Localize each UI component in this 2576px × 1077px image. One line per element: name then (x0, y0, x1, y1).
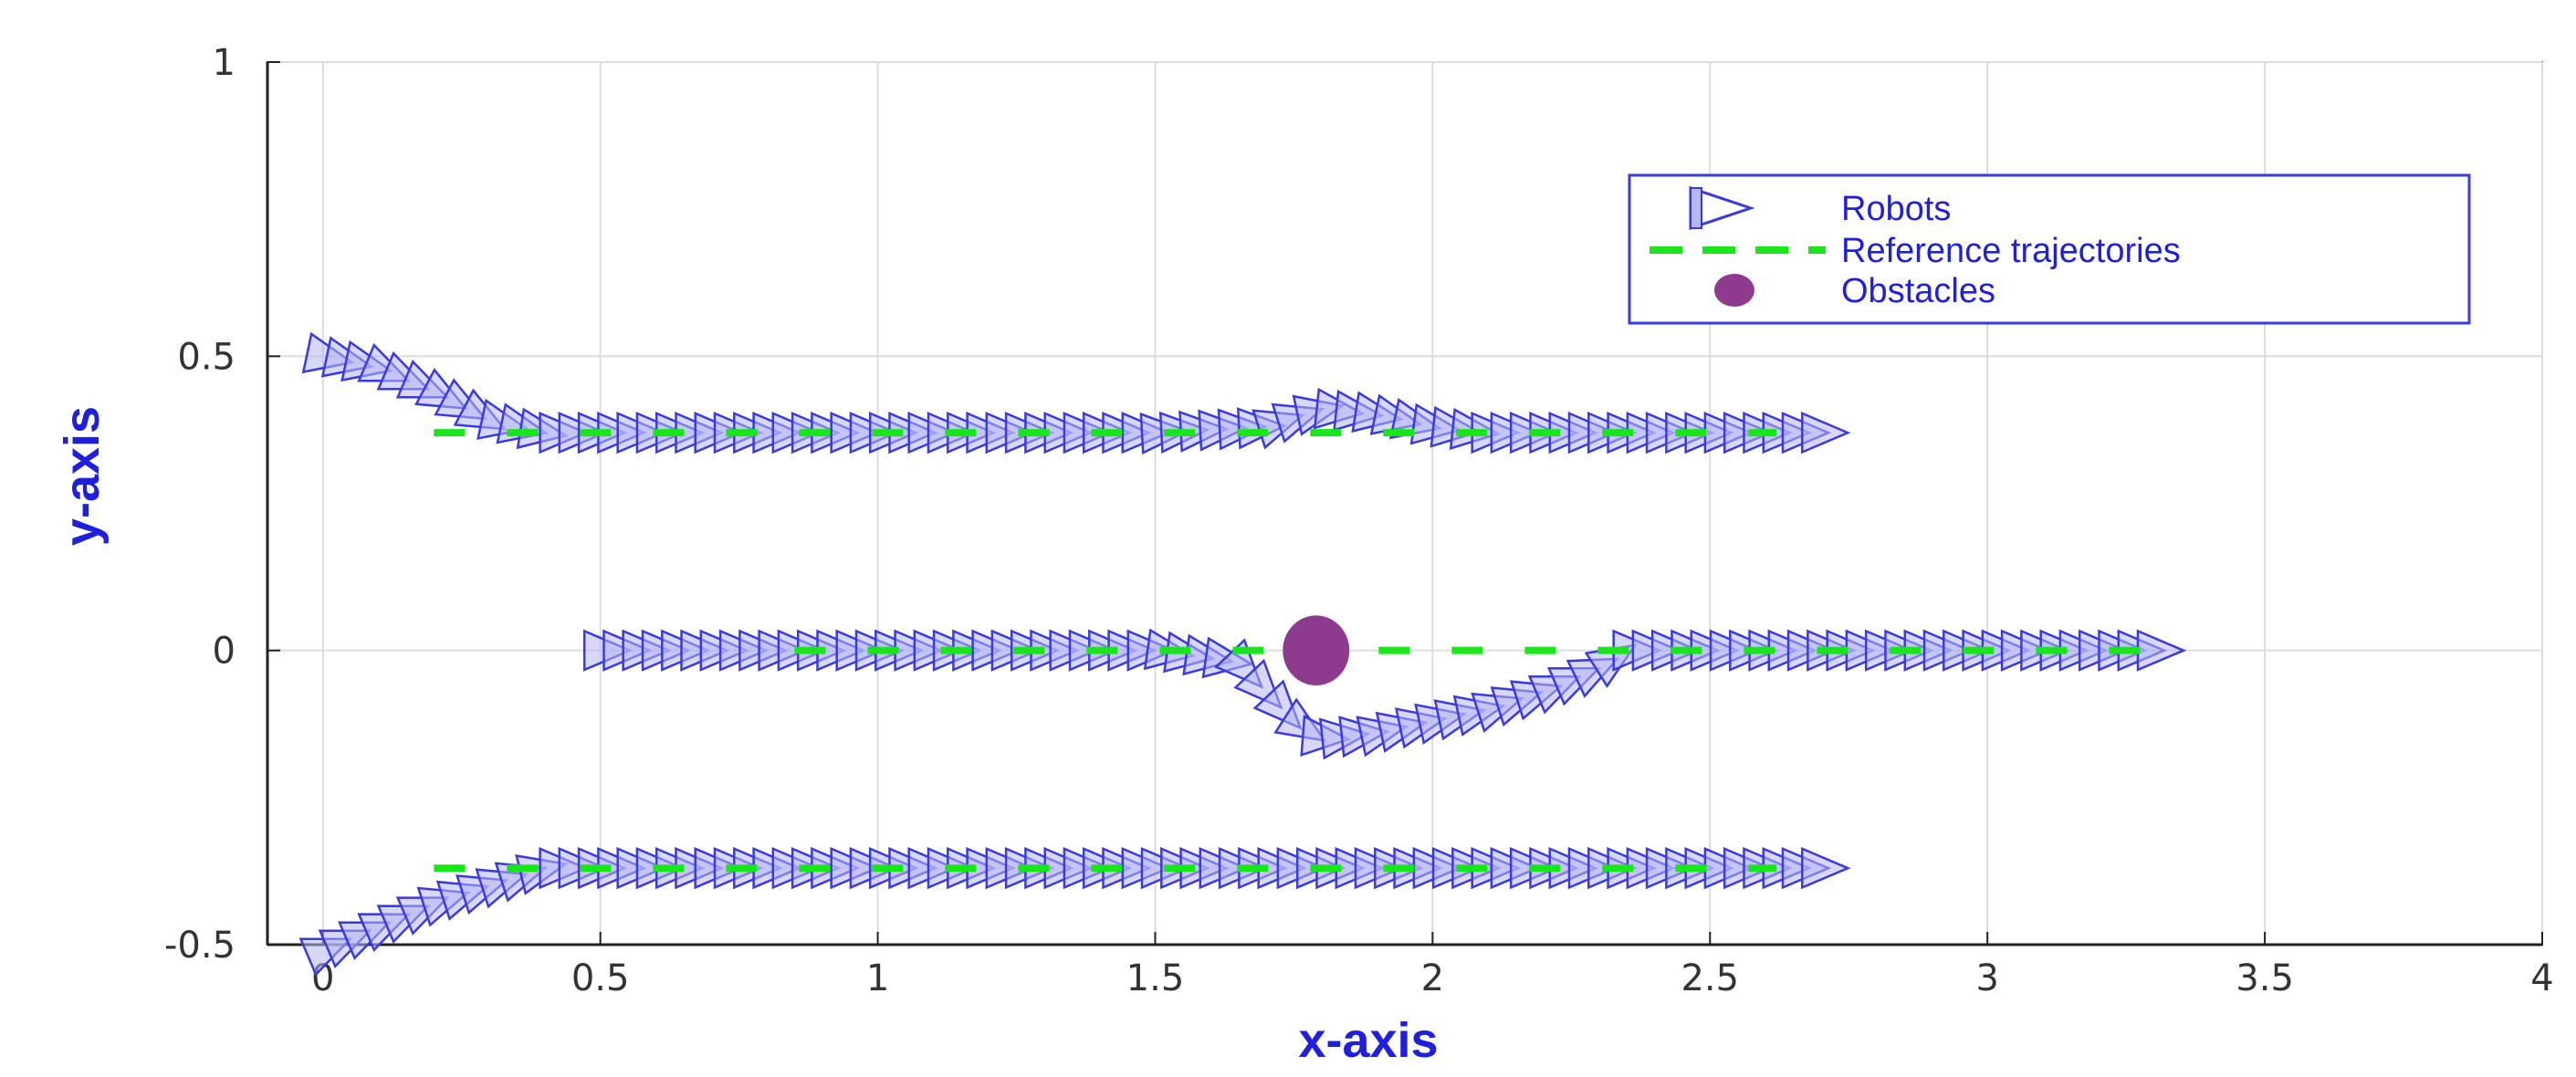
legend-label: Robots (1841, 190, 1951, 228)
x-tick-label: 2 (1421, 957, 1444, 999)
legend-label: Obstacles (1841, 272, 1995, 310)
obstacles (1283, 615, 1350, 685)
x-tick-label: 3.5 (2236, 957, 2294, 999)
y-axis-title: y-axis (55, 406, 110, 546)
legend-obstacle-marker (1714, 274, 1754, 307)
x-axis-title: x-axis (1298, 1013, 1438, 1068)
robot-marker (1801, 412, 1851, 455)
x-tick-label: 3 (1975, 957, 1998, 999)
robot-marker (1801, 847, 1851, 890)
x-tick-label: 4 (2530, 957, 2553, 999)
reference-trajectories (434, 429, 2154, 873)
y-tick-label: 0 (213, 631, 236, 673)
x-tick-label: 2.5 (1681, 957, 1739, 999)
y-tick-label: -0.5 (164, 925, 236, 967)
legend-robot-marker (1690, 187, 1702, 229)
x-tick-label: 1 (866, 957, 889, 999)
x-tick-label: 0.5 (571, 957, 630, 999)
ticks: 0 0.5 1 1.5 2 2.5 3 3.5 4-0.500.51 (164, 42, 2554, 999)
y-tick-label: 0.5 (177, 336, 236, 378)
x-tick-label: 1.5 (1126, 957, 1185, 999)
obstacle-marker (1283, 615, 1350, 685)
legend-label: Reference trajectories (1841, 232, 2181, 270)
y-tick-label: 1 (213, 42, 236, 84)
